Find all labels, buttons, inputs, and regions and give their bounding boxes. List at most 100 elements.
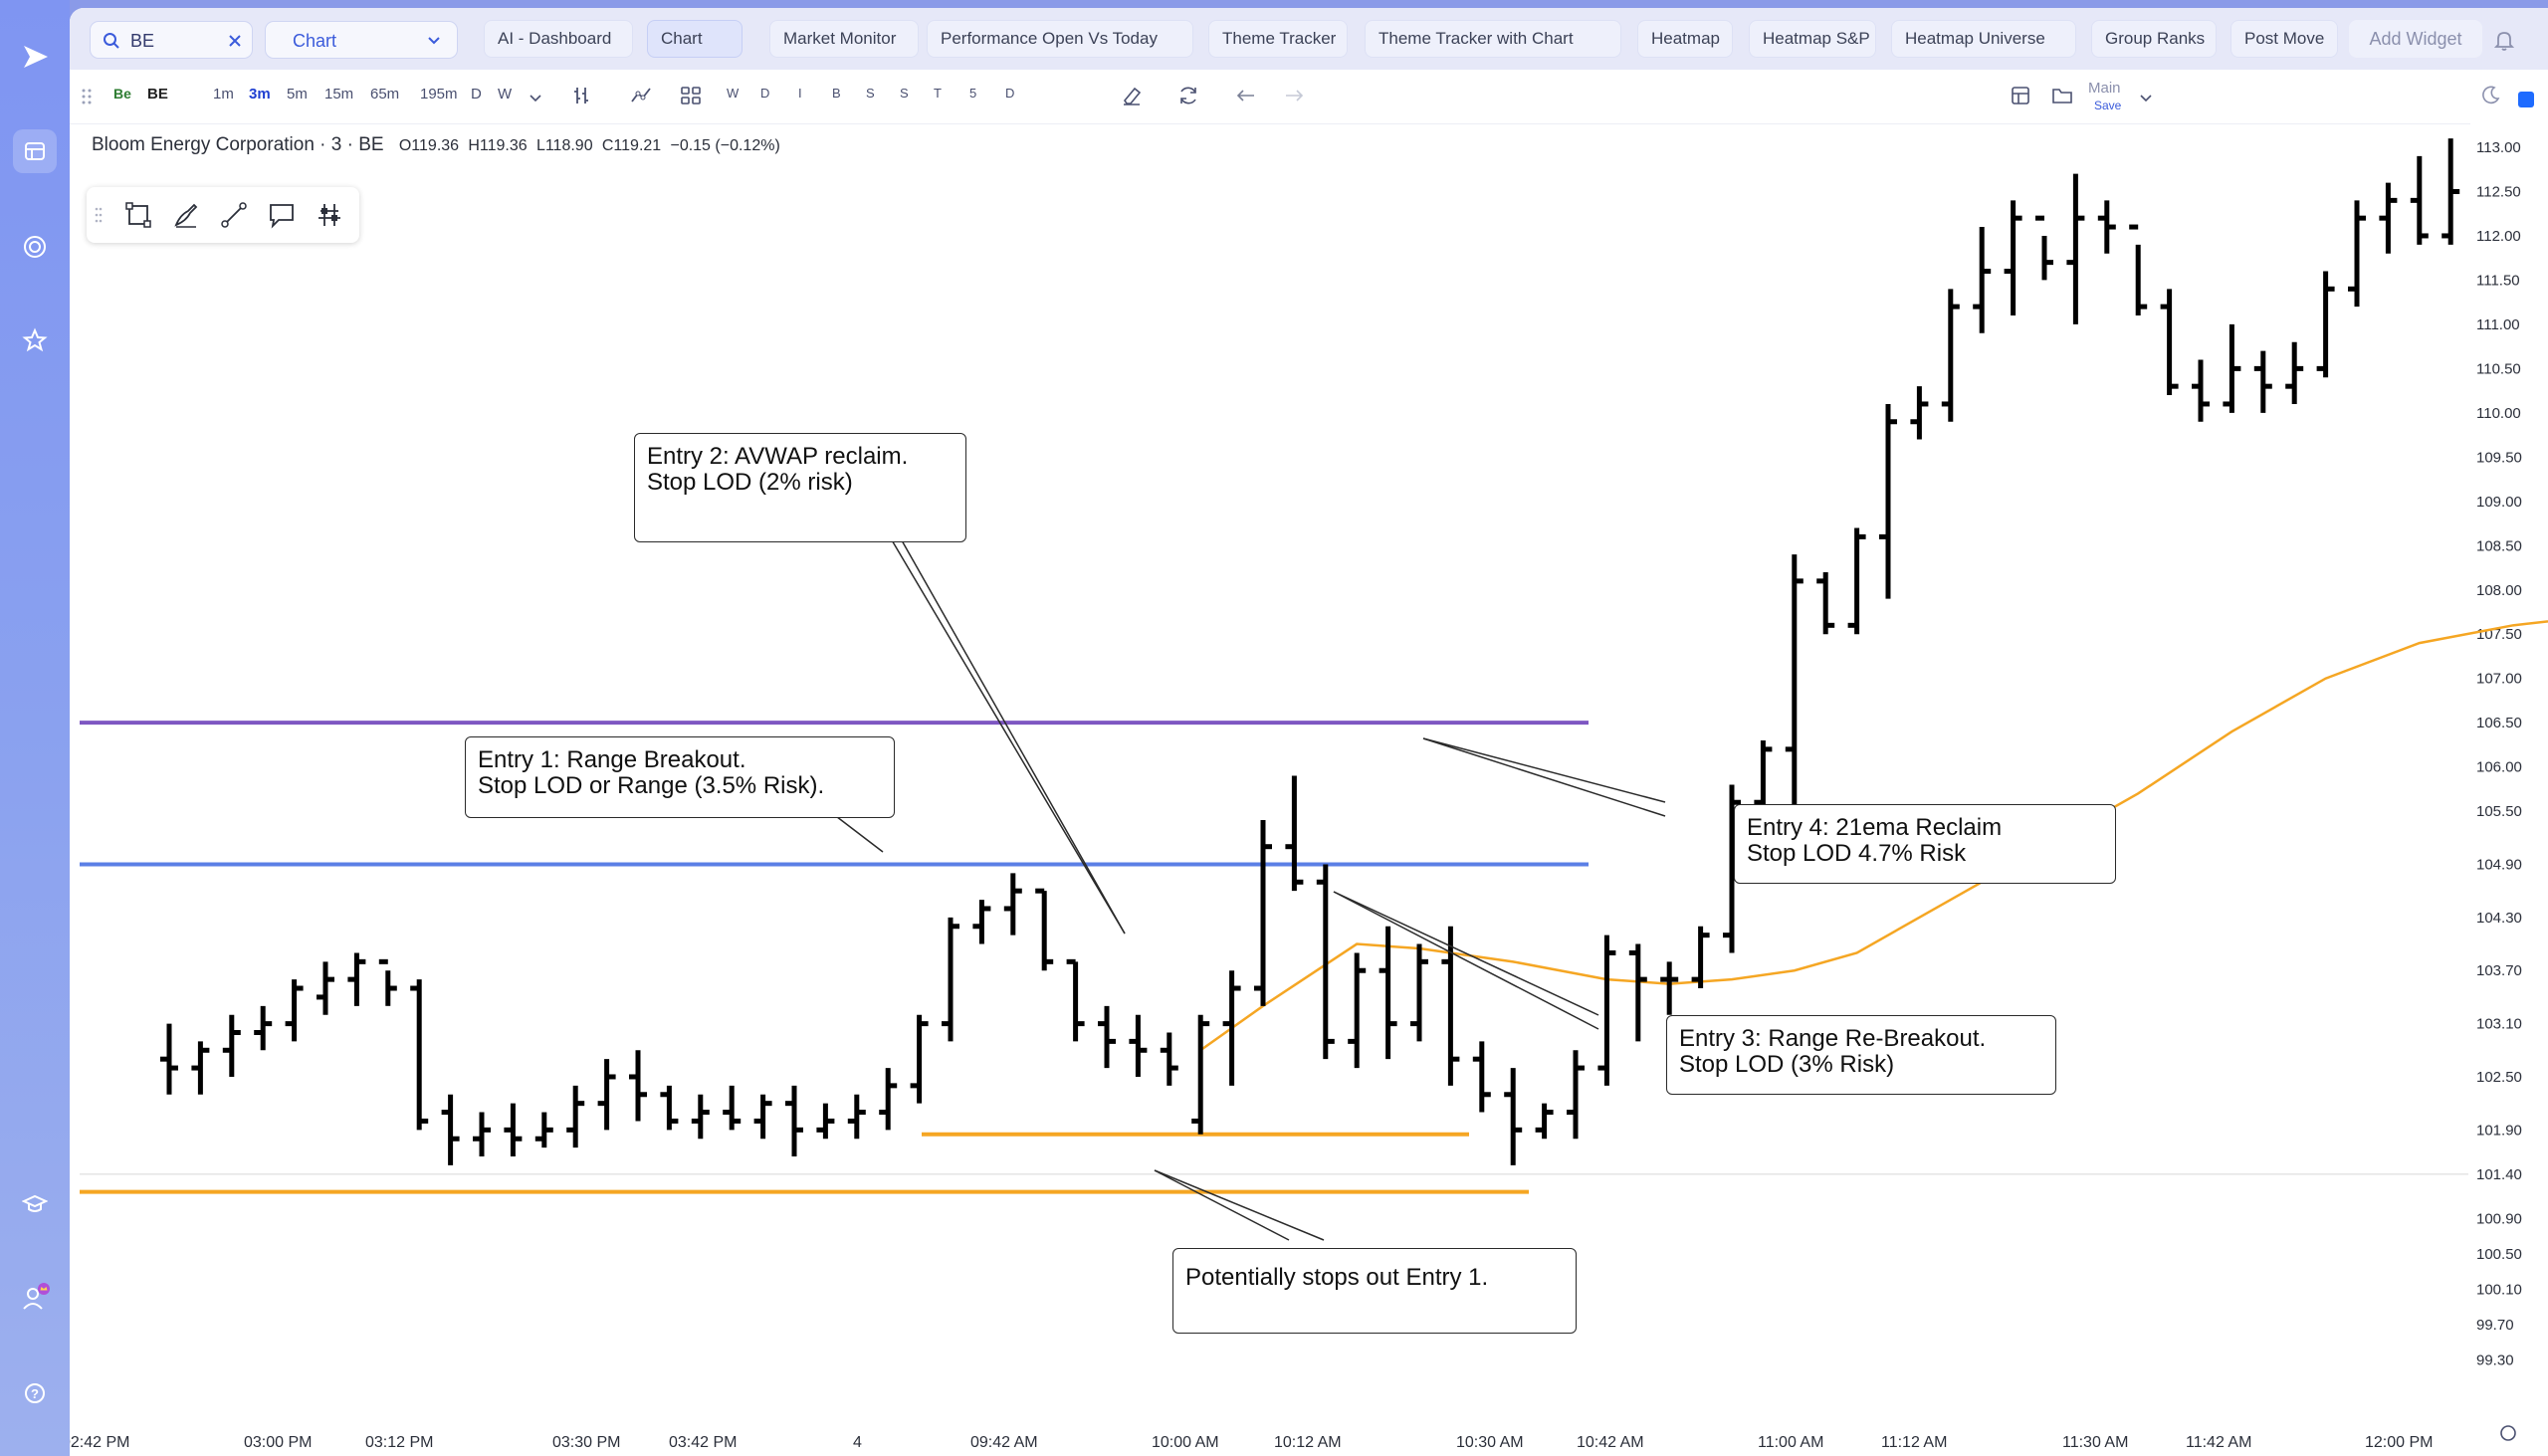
ohlc-bar[interactable] bbox=[1348, 952, 1367, 1069]
ohlc-bar[interactable] bbox=[2285, 341, 2304, 404]
pitchfork-tool-icon[interactable] bbox=[316, 201, 343, 229]
ohlc-bar[interactable] bbox=[347, 952, 366, 1006]
rectangle-tool-icon[interactable] bbox=[124, 201, 152, 229]
ohlc-bar[interactable] bbox=[1660, 961, 1679, 1015]
ohlc-bar[interactable] bbox=[1597, 935, 1616, 1086]
timeframe-195m[interactable]: 195m bbox=[420, 86, 458, 103]
ohlc-bar[interactable] bbox=[1628, 943, 1647, 1042]
ohlc-bar[interactable] bbox=[1504, 1068, 1523, 1165]
ohlc-bar[interactable] bbox=[566, 1085, 585, 1148]
ohlc-bar[interactable] bbox=[1691, 926, 1710, 989]
ohlc-bar[interactable] bbox=[191, 1041, 210, 1095]
undo-icon[interactable] bbox=[1234, 84, 1258, 107]
indicators-icon[interactable] bbox=[629, 84, 653, 107]
ohlc-bar[interactable] bbox=[753, 1094, 772, 1140]
ohlc-bar[interactable] bbox=[2410, 155, 2429, 245]
marker-toggle-5[interactable]: S bbox=[900, 86, 909, 101]
logo-icon[interactable] bbox=[18, 40, 52, 74]
ohlc-bar[interactable] bbox=[816, 1103, 835, 1140]
widget-type-select[interactable]: Chart bbox=[265, 21, 458, 59]
tab-heatmap-universe[interactable]: Heatmap Universe bbox=[1891, 20, 2076, 58]
marker-toggle-6[interactable]: T bbox=[934, 86, 942, 101]
ohlc-bar[interactable] bbox=[910, 1014, 929, 1104]
ohlc-bar[interactable] bbox=[1379, 926, 1397, 1060]
marker-toggle-8[interactable]: D bbox=[1005, 86, 1015, 101]
note-entry-3[interactable]: Entry 3: Range Re-Breakout. Stop LOD (3%… bbox=[1666, 1015, 2056, 1095]
templates-icon[interactable] bbox=[679, 84, 703, 107]
ohlc-bar[interactable] bbox=[2160, 289, 2179, 396]
timeframe-w[interactable]: W bbox=[498, 86, 513, 103]
ohlc-bar[interactable] bbox=[2348, 200, 2366, 308]
tab-theme-tracker[interactable]: Theme Tracker bbox=[1208, 20, 1348, 58]
note-entry-1[interactable]: Entry 1: Range Breakout. Stop LOD or Ran… bbox=[465, 736, 895, 818]
ohlc-bar[interactable] bbox=[254, 1005, 273, 1051]
ohlc-bar[interactable] bbox=[473, 1112, 491, 1157]
price-axis[interactable] bbox=[2470, 123, 2548, 1456]
ohlc-bar[interactable] bbox=[534, 1112, 553, 1148]
drag-handle-icon[interactable] bbox=[82, 88, 92, 105]
tab-performance-open-vs-today[interactable]: Performance Open Vs Today bbox=[927, 20, 1193, 58]
ohlc-bar[interactable] bbox=[2192, 359, 2210, 422]
ohlc-bar[interactable] bbox=[879, 1068, 898, 1131]
ohlc-bar[interactable] bbox=[1816, 571, 1835, 635]
ohlc-bar[interactable] bbox=[1410, 943, 1428, 1042]
ohlc-bar[interactable] bbox=[160, 1023, 178, 1095]
ohlc-bar[interactable] bbox=[2097, 200, 2116, 254]
ohlc-bar[interactable] bbox=[2442, 138, 2460, 245]
note-stops-out[interactable]: Potentially stops out Entry 1. bbox=[1172, 1248, 1577, 1334]
timeframe-65m[interactable]: 65m bbox=[370, 86, 400, 103]
clear-search-icon[interactable] bbox=[228, 34, 242, 48]
ohlc-bar[interactable] bbox=[1191, 1014, 1210, 1135]
ohlc-bar[interactable] bbox=[1567, 1050, 1585, 1140]
account-icon[interactable] bbox=[13, 1276, 57, 1320]
timeframe-1m[interactable]: 1m bbox=[213, 86, 234, 103]
marker-toggle-0[interactable]: W bbox=[727, 86, 740, 101]
tab-post-move[interactable]: Post Move bbox=[2230, 20, 2338, 58]
toolbar-symbol[interactable]: BE bbox=[147, 86, 168, 103]
add-widget-button[interactable]: Add Widget bbox=[2349, 20, 2482, 58]
redo-icon[interactable] bbox=[1282, 84, 1306, 107]
ohlc-bar[interactable] bbox=[1285, 775, 1304, 892]
ohlc-bar[interactable] bbox=[723, 1085, 742, 1131]
ohlc-bar[interactable] bbox=[2004, 200, 2022, 316]
help-icon[interactable]: ? bbox=[13, 1371, 57, 1415]
refresh-icon[interactable] bbox=[1176, 84, 1200, 107]
marker-toggle-4[interactable]: S bbox=[866, 86, 875, 101]
layout-icon[interactable] bbox=[2009, 84, 2032, 107]
ohlc-bar[interactable] bbox=[597, 1059, 616, 1131]
tab-ai-dashboard[interactable]: AI - Dashboard bbox=[484, 20, 633, 58]
ohlc-bar[interactable] bbox=[441, 1094, 460, 1165]
star-icon[interactable] bbox=[13, 318, 57, 362]
tab-theme-tracker-with-chart[interactable]: Theme Tracker with Chart bbox=[1365, 20, 1621, 58]
callout-tool-icon[interactable] bbox=[268, 201, 296, 229]
ohlc-bar[interactable] bbox=[1941, 289, 1960, 422]
ohlc-bar[interactable] bbox=[1535, 1103, 1554, 1140]
price-chart[interactable]: 113.00 112.50 112.00 111.50 111.00 110.50 110.… bbox=[70, 123, 2548, 1456]
timeframe-5m[interactable]: 5m bbox=[287, 86, 308, 103]
education-icon[interactable] bbox=[13, 1182, 57, 1226]
ohlc-bar[interactable] bbox=[1472, 1041, 1491, 1113]
ohlc-bar[interactable] bbox=[1847, 527, 1866, 635]
ohlc-bar[interactable] bbox=[410, 979, 429, 1131]
ohlc-bar[interactable] bbox=[2129, 224, 2148, 316]
tab-market-monitor[interactable]: Market Monitor bbox=[769, 20, 919, 58]
ohlc-bar[interactable] bbox=[1910, 386, 1929, 440]
tab-chart[interactable]: Chart bbox=[647, 20, 743, 58]
ohlc-bar[interactable] bbox=[1973, 227, 1992, 333]
avwap-line[interactable] bbox=[1199, 550, 2548, 1052]
note-entry-2[interactable]: Entry 2: AVWAP reclaim. Stop LOD (2% ris… bbox=[634, 433, 966, 542]
ohlc-bar[interactable] bbox=[378, 958, 397, 1006]
eraser-icon[interactable] bbox=[1120, 84, 1144, 107]
brush-tool-icon[interactable] bbox=[172, 201, 200, 229]
ohlc-bar[interactable] bbox=[2035, 215, 2053, 281]
ohlc-bar[interactable] bbox=[1129, 1014, 1148, 1077]
ohlc-bar[interactable] bbox=[504, 1103, 523, 1157]
marker-toggle-2[interactable]: I bbox=[798, 86, 802, 101]
trendline-tool-icon[interactable] bbox=[220, 201, 248, 229]
bar-style-icon[interactable] bbox=[569, 84, 593, 107]
ohlc-bar[interactable] bbox=[847, 1094, 866, 1140]
ohlc-bar[interactable] bbox=[1316, 864, 1335, 1060]
timeframe-d[interactable]: D bbox=[471, 86, 482, 103]
settings-icon[interactable] bbox=[2500, 1425, 2516, 1441]
ohlc-bar[interactable] bbox=[2066, 173, 2085, 324]
